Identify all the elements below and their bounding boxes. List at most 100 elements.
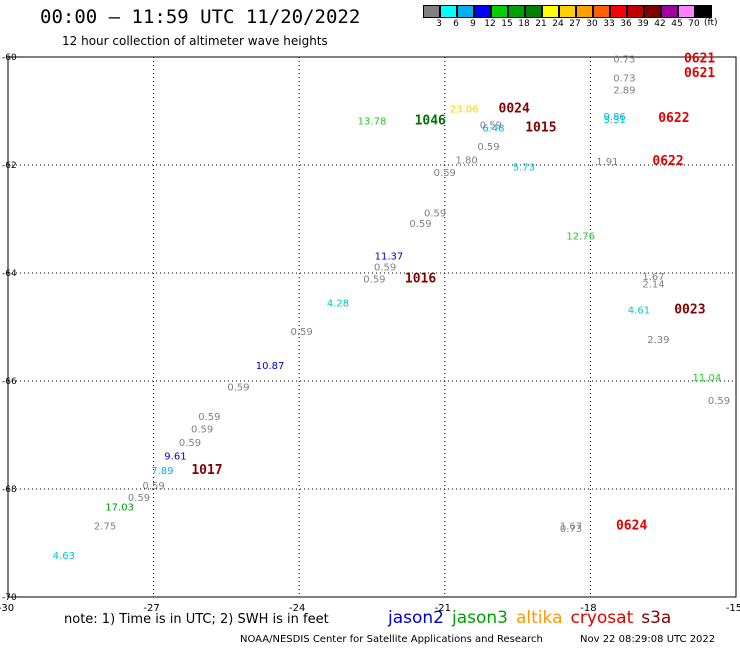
legend-value-label: 70 [688,19,700,29]
wave-height-label: 2.89 [613,86,635,97]
legend-color-swatch [473,5,491,18]
wave-height-label: 0.59 [198,412,220,423]
legend-swatch-cell: 9 [456,5,476,30]
wave-height-label: 1.91 [596,157,618,168]
legend-swatch-cell: 3 [422,5,442,30]
wave-height-label: 0.59 [708,396,730,407]
legend-value-label: 9 [470,19,476,29]
wave-height-label: 11.04 [693,373,722,384]
x-tick-label: -21 [435,603,451,614]
legend-swatch-cell: 21 [524,5,547,30]
pass-id-label: 1046 [415,114,446,129]
legend-value-label: 15 [501,19,513,29]
chart-title: 00:00 – 11:59 UTC 11/20/2022 [40,6,361,28]
y-tick-label: -64 [2,269,17,279]
legend-value-label: 42 [654,19,666,29]
wave-height-label: 0.59 [434,168,456,179]
legend-value-label: 6 [453,19,459,29]
wave-height-label: 0.59 [179,438,201,449]
legend-swatch-cell: 36 [609,5,632,30]
satellite-cryosat: cryosat [570,608,634,628]
wave-height-label: 2.39 [647,335,669,346]
legend-swatch-cell: 45 [660,5,683,30]
wave-height-label: 0.59 [227,383,249,394]
wave-height-label: 10.87 [256,361,285,372]
legend-color-swatch [439,5,457,18]
x-tick-label: -18 [580,603,596,614]
legend-swatch-cell: 27 [558,5,581,30]
x-tick-label: -27 [143,603,159,614]
satellite-jason3: jason3 [452,608,508,628]
legend-color-swatch [643,5,661,18]
legend-color-swatch [490,5,508,18]
wave-height-label: 11.37 [375,252,404,263]
wave-height-label: 0.73 [613,54,635,65]
legend-color-swatch [422,5,440,18]
pass-id-label: 0621 [684,66,715,81]
legend-value-label: 18 [518,19,530,29]
satellite-legend: jason2 jason3 altika cryosat s3a [388,608,671,628]
legend-color-swatch [541,5,559,18]
legend-value-label: 36 [620,19,632,29]
legend-swatch-cell: 12 [473,5,496,30]
wave-height-label: 13.78 [358,117,387,128]
wave-height-label: 5.73 [513,162,535,173]
legend-swatch-cell: 70 [677,5,700,30]
wave-height-label: 0.59 [128,493,150,504]
pass-id-label: 0622 [658,111,689,126]
wave-height-label: 9.61 [164,451,186,462]
wave-height-label: 17.03 [105,503,134,514]
pass-id-label: 1016 [405,272,436,287]
wave-height-label: 0.59 [477,142,499,153]
wave-height-label: 4.63 [53,551,75,562]
color-legend: 3 6 9 12 15 18 21 24 27 30 33 36 39 42 45 70 (ft) [422,5,718,30]
satellite-altika: altika [516,608,563,628]
legend-color-swatch [558,5,576,18]
legend-color-swatch [694,5,712,18]
wave-height-label: 0.73 [613,73,635,84]
chart-axes [7,56,737,598]
legend-color-swatch [626,5,644,18]
wave-height-label: 12.76 [566,232,595,243]
y-tick-label: -60 [2,53,17,63]
y-tick-label: -68 [2,485,17,495]
legend-value-label: 45 [671,19,683,29]
wave-height-label: 5.31 [604,115,626,126]
wave-height-label: 7.89 [151,466,173,477]
legend-swatch-cell: 24 [541,5,564,30]
y-tick-label: -62 [2,161,17,171]
wave-height-label: 4.28 [327,298,349,309]
satellite-s3a: s3a [641,608,672,628]
chart-subtitle: 12 hour collection of altimeter wave hei… [62,34,328,48]
legend-value-label: 33 [603,19,615,29]
wave-height-label: 0.86 [604,112,626,123]
wave-height-label: 0.59 [142,481,164,492]
pass-id-label: 0621 [684,51,715,66]
legend-color-swatch [677,5,695,18]
wave-height-label: 0.59 [480,120,502,131]
wave-height-label: 0.59 [290,327,312,338]
legend-swatch-cell: 18 [507,5,530,30]
legend-color-swatch [524,5,542,18]
legend-color-swatch [575,5,593,18]
satellite-jason2: jason2 [388,608,444,628]
wave-height-label: 2.14 [642,280,664,291]
pass-id-label: 0624 [616,519,647,534]
legend-value-label: 30 [586,19,598,29]
pass-id-label: 1015 [525,121,556,136]
legend-swatch-cell: 30 [575,5,598,30]
pass-id-label: 0622 [652,154,683,169]
x-tick-label: -24 [289,603,305,614]
legend-swatch-cell: 39 [626,5,649,30]
legend-swatch-cell [694,5,712,30]
legend-value-label: 12 [484,19,496,29]
legend-swatch-cell: 42 [643,5,666,30]
chart-grid [8,57,736,597]
plot-frame [7,56,737,598]
wave-height-label: 1.67 [560,522,582,533]
x-tick-label: -15 [726,603,740,614]
legend-value-label: 27 [569,19,581,29]
wave-height-label: 1.67 [642,272,664,283]
